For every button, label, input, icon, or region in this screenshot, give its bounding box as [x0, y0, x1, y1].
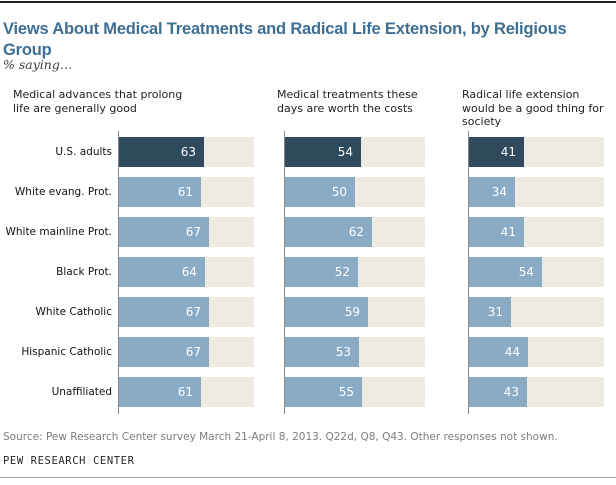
bar-track: 64: [119, 257, 254, 287]
category-label: Black Prot.: [56, 266, 112, 278]
bar-value-label: 34: [491, 185, 507, 199]
category-label: White Catholic: [35, 306, 112, 318]
bar-value-label: 53: [335, 345, 351, 359]
bar-value-label: 43: [503, 385, 519, 399]
panel-header: Medical advances that prolong life are g…: [13, 88, 183, 115]
bar-track: 67: [119, 297, 254, 327]
bar-track: 62: [285, 217, 425, 247]
bar: 67: [119, 297, 209, 327]
bar-track: 31: [469, 297, 604, 327]
bar: 31: [469, 297, 511, 327]
chart-subtitle: % saying…: [3, 57, 73, 72]
bar-track: 41: [469, 137, 604, 167]
bar-value-label: 62: [348, 225, 364, 239]
bar: 54: [285, 137, 361, 167]
category-label: White mainline Prot.: [5, 226, 112, 238]
bar-track: 67: [119, 217, 254, 247]
bar-track: 34: [469, 177, 604, 207]
bar-track: 55: [285, 377, 425, 407]
chart-title: Views About Medical Treatments and Radic…: [3, 20, 567, 60]
bar-value-label: 67: [185, 345, 201, 359]
bar: 41: [469, 137, 524, 167]
bar-track: 43: [469, 377, 604, 407]
pew-research-center-wordmark: PEW RESEARCH CENTER: [3, 455, 135, 467]
bar-value-label: 44: [504, 345, 520, 359]
bar: 55: [285, 377, 362, 407]
category-label: White evang. Prot.: [14, 186, 112, 198]
bar-value-label: 61: [177, 385, 193, 399]
bar: 67: [119, 217, 209, 247]
bar-value-label: 63: [180, 145, 196, 159]
category-label: Hispanic Catholic: [21, 346, 112, 358]
bar: 43: [469, 377, 527, 407]
category-label: U.S. adults: [55, 146, 112, 158]
bar-value-label: 54: [337, 145, 353, 159]
bar-value-label: 50: [331, 185, 347, 199]
bar-value-label: 67: [185, 225, 201, 239]
bar-value-label: 52: [334, 265, 350, 279]
bar: 67: [119, 337, 209, 367]
bottom-border-rule: [0, 477, 616, 478]
bar-track: 52: [285, 257, 425, 287]
panel-header: Medical treatments these days are worth …: [277, 88, 418, 115]
y-axis-line: [284, 131, 285, 414]
bar: 54: [469, 257, 542, 287]
bar-value-label: 59: [344, 305, 360, 319]
y-axis-line: [118, 131, 119, 414]
bar-value-label: 61: [177, 185, 193, 199]
bar: 50: [285, 177, 355, 207]
bar-track: 61: [119, 377, 254, 407]
bar-track: 67: [119, 337, 254, 367]
bar-track: 50: [285, 177, 425, 207]
y-axis-line: [468, 131, 469, 414]
bar-track: 54: [285, 137, 425, 167]
bar-track: 61: [119, 177, 254, 207]
bar: 44: [469, 337, 528, 367]
bar-track: 44: [469, 337, 604, 367]
bar: 41: [469, 217, 524, 247]
bar: 61: [119, 377, 201, 407]
bar-value-label: 67: [185, 305, 201, 319]
bar: 34: [469, 177, 515, 207]
bar-value-label: 41: [500, 225, 516, 239]
category-label: Unaffiliated: [51, 386, 112, 398]
source-note: Source: Pew Research Center survey March…: [3, 431, 558, 443]
bar-value-label: 54: [518, 265, 534, 279]
bar-track: 54: [469, 257, 604, 287]
bar: 61: [119, 177, 201, 207]
bar-value-label: 41: [500, 145, 516, 159]
bar: 59: [285, 297, 368, 327]
top-border-rule: [0, 1, 616, 3]
bar: 63: [119, 137, 204, 167]
bar-value-label: 31: [487, 305, 503, 319]
bar-chart-area: U.S. adults White evang. Prot. White mainl…: [0, 131, 616, 417]
bar: 52: [285, 257, 358, 287]
bar-track: 59: [285, 297, 425, 327]
panel-header: Radical life extension would be a good t…: [462, 88, 604, 128]
bar-track: 41: [469, 217, 604, 247]
bar-value-label: 64: [181, 265, 197, 279]
bar: 62: [285, 217, 372, 247]
bar: 53: [285, 337, 359, 367]
bar: 64: [119, 257, 205, 287]
bar-track: 53: [285, 337, 425, 367]
bar-value-label: 55: [338, 385, 354, 399]
bar-track: 63: [119, 137, 254, 167]
